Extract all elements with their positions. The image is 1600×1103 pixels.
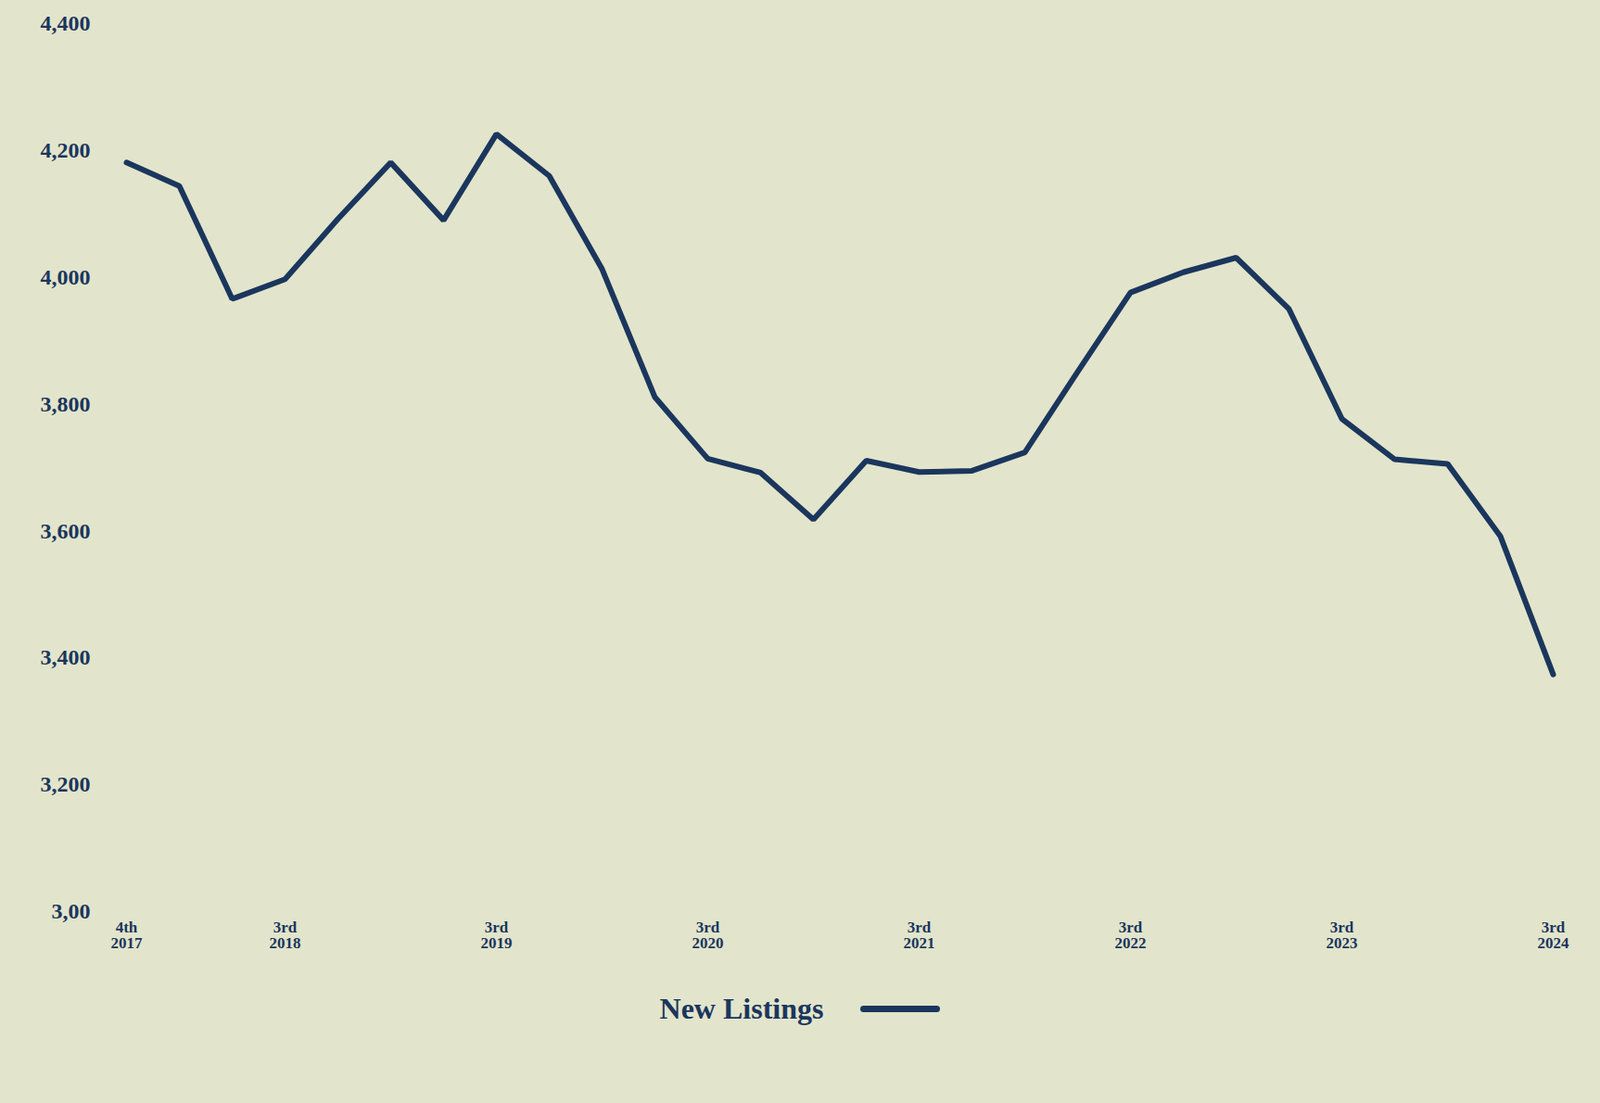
svg-text:3,600: 3,600 bbox=[40, 519, 91, 544]
svg-text:4,000: 4,000 bbox=[40, 265, 91, 290]
svg-text:3,00: 3,00 bbox=[51, 899, 91, 924]
svg-text:3rd2018: 3rd2018 bbox=[269, 918, 302, 953]
html-text:New Listings: New Listings bbox=[659, 991, 824, 1026]
svg-text:3rd2022: 3rd2022 bbox=[1115, 918, 1147, 953]
svg-text:4th2017: 4th2017 bbox=[111, 918, 144, 953]
svg-text:3rd2021: 3rd2021 bbox=[903, 918, 936, 953]
svg-text:4,200: 4,200 bbox=[40, 138, 91, 163]
svg-text:3rd2019: 3rd2019 bbox=[481, 918, 513, 953]
svg-text:3,400: 3,400 bbox=[40, 645, 91, 670]
svg-text:3,800: 3,800 bbox=[40, 392, 91, 417]
svg-text:3rd2024: 3rd2024 bbox=[1537, 918, 1571, 953]
svg-text:4,400: 4,400 bbox=[40, 11, 91, 36]
svg-text:3,200: 3,200 bbox=[40, 772, 91, 797]
svg-text:3rd2023: 3rd2023 bbox=[1326, 918, 1359, 953]
svg-text:3rd2020: 3rd2020 bbox=[692, 918, 724, 953]
